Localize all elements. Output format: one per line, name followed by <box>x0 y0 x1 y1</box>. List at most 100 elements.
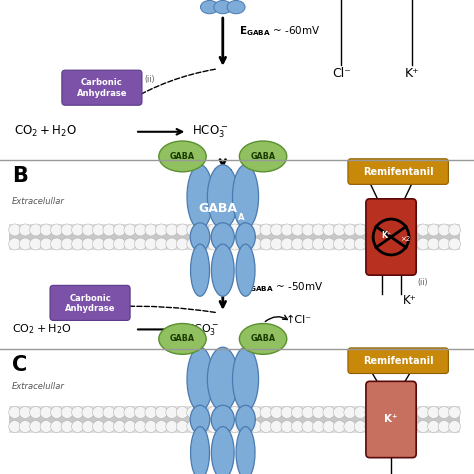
Ellipse shape <box>211 244 234 296</box>
Circle shape <box>218 420 230 432</box>
Circle shape <box>92 224 104 236</box>
Ellipse shape <box>191 244 210 296</box>
Ellipse shape <box>201 0 219 14</box>
Bar <box>9 234 460 240</box>
Circle shape <box>333 420 346 432</box>
Circle shape <box>239 224 251 236</box>
Circle shape <box>61 238 73 250</box>
Circle shape <box>312 238 324 250</box>
Text: Extracelullar: Extracelullar <box>12 382 65 391</box>
FancyBboxPatch shape <box>366 381 416 458</box>
Circle shape <box>103 224 115 236</box>
Circle shape <box>438 407 450 419</box>
Circle shape <box>365 407 377 419</box>
Ellipse shape <box>232 165 259 229</box>
Text: $\mathregular{HCO_3^-}$: $\mathregular{HCO_3^-}$ <box>192 124 228 140</box>
Circle shape <box>302 407 314 419</box>
FancyArrowPatch shape <box>265 315 287 321</box>
Circle shape <box>197 224 209 236</box>
Circle shape <box>40 407 52 419</box>
Ellipse shape <box>239 323 287 355</box>
Circle shape <box>386 238 398 250</box>
Circle shape <box>9 238 21 250</box>
Circle shape <box>166 238 178 250</box>
Text: $\mathbf{E_{GABA}}$ ~ -50mV: $\mathbf{E_{GABA}}$ ~ -50mV <box>242 280 323 294</box>
Circle shape <box>417 224 429 236</box>
Circle shape <box>113 420 126 432</box>
Circle shape <box>448 224 461 236</box>
Circle shape <box>323 238 335 250</box>
Ellipse shape <box>159 141 206 172</box>
Circle shape <box>438 420 450 432</box>
Ellipse shape <box>190 405 210 434</box>
Circle shape <box>354 407 366 419</box>
Ellipse shape <box>236 244 255 296</box>
Circle shape <box>61 420 73 432</box>
Circle shape <box>155 420 167 432</box>
Bar <box>9 416 460 423</box>
Circle shape <box>396 224 408 236</box>
Circle shape <box>260 420 272 432</box>
Circle shape <box>312 407 324 419</box>
Circle shape <box>333 224 346 236</box>
Circle shape <box>292 420 303 432</box>
Circle shape <box>72 224 83 236</box>
Ellipse shape <box>214 0 232 14</box>
Circle shape <box>333 238 346 250</box>
Circle shape <box>260 407 272 419</box>
Circle shape <box>386 224 398 236</box>
Circle shape <box>292 224 303 236</box>
Circle shape <box>333 407 346 419</box>
Circle shape <box>417 420 429 432</box>
Circle shape <box>302 238 314 250</box>
Circle shape <box>92 407 104 419</box>
Text: B: B <box>12 166 27 186</box>
Circle shape <box>250 407 262 419</box>
Circle shape <box>228 238 241 250</box>
Circle shape <box>208 407 219 419</box>
Circle shape <box>92 238 104 250</box>
Circle shape <box>124 238 136 250</box>
Circle shape <box>51 420 63 432</box>
Text: $\mathregular{CO_2 + H_2O}$: $\mathregular{CO_2 + H_2O}$ <box>14 124 77 139</box>
Ellipse shape <box>211 427 234 474</box>
Circle shape <box>72 238 83 250</box>
Ellipse shape <box>159 323 206 355</box>
Circle shape <box>124 407 136 419</box>
Text: $\mathregular{CO_2 + H_2O}$: $\mathregular{CO_2 + H_2O}$ <box>12 322 71 337</box>
Text: K⁺: K⁺ <box>384 414 398 425</box>
Circle shape <box>250 420 262 432</box>
Circle shape <box>145 224 157 236</box>
Text: $\mathbf{E_{GABA}}$ ~ -60mV: $\mathbf{E_{GABA}}$ ~ -60mV <box>239 24 321 38</box>
Circle shape <box>135 420 146 432</box>
Text: GABA: GABA <box>250 152 276 161</box>
Text: (ii): (ii) <box>417 278 428 286</box>
Circle shape <box>176 407 188 419</box>
Circle shape <box>124 224 136 236</box>
Text: Anhydrase: Anhydrase <box>77 89 127 98</box>
Circle shape <box>344 420 356 432</box>
Ellipse shape <box>239 141 287 172</box>
Circle shape <box>386 407 398 419</box>
Circle shape <box>176 224 188 236</box>
Circle shape <box>176 420 188 432</box>
Circle shape <box>72 420 83 432</box>
Text: Extracelullar: Extracelullar <box>12 197 65 206</box>
Circle shape <box>166 407 178 419</box>
Text: Remifentanil: Remifentanil <box>363 356 433 366</box>
Circle shape <box>281 238 293 250</box>
Circle shape <box>155 238 167 250</box>
FancyBboxPatch shape <box>62 70 142 105</box>
Circle shape <box>239 407 251 419</box>
Circle shape <box>9 224 21 236</box>
Ellipse shape <box>211 223 234 251</box>
Circle shape <box>61 224 73 236</box>
Circle shape <box>145 238 157 250</box>
Text: C: C <box>12 355 27 375</box>
Circle shape <box>187 238 199 250</box>
Circle shape <box>103 238 115 250</box>
Circle shape <box>19 238 31 250</box>
Circle shape <box>30 407 42 419</box>
Circle shape <box>9 420 21 432</box>
Circle shape <box>155 407 167 419</box>
